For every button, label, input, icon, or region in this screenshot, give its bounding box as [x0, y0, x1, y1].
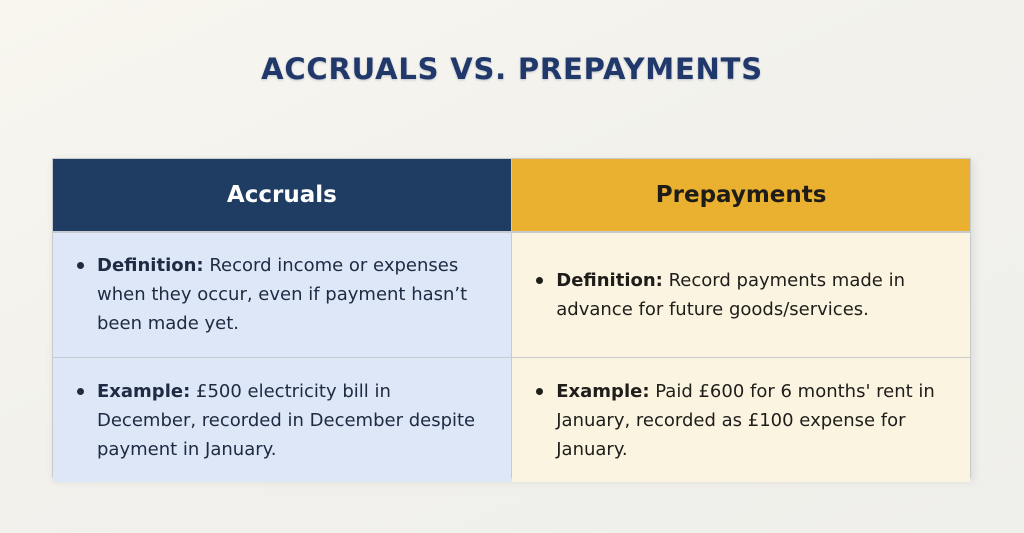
- bullet-item: Definition: Record income or expenses wh…: [75, 251, 487, 338]
- cell-accruals-example: Example: £500 electricity bill in Decemb…: [53, 358, 511, 482]
- example-label: Example:: [556, 380, 650, 402]
- comparison-table: Accruals Prepayments Definition: Record …: [52, 158, 971, 482]
- column-header-prepayments-label: Prepayments: [655, 182, 827, 208]
- bullet-icon: [536, 276, 544, 284]
- definition-text: Record payments made in advance for futu…: [556, 269, 906, 320]
- cell-accruals-definition: Definition: Record income or expenses wh…: [53, 232, 511, 357]
- bullet-icon: [536, 387, 544, 395]
- definition-label: Definition:: [97, 255, 204, 276]
- example-text: Paid £600 for 6 months' rent in January,…: [556, 380, 935, 460]
- bullet-icon: [77, 387, 84, 395]
- column-header-prepayments: Prepayments: [512, 159, 970, 231]
- bullet-icon: [77, 262, 84, 269]
- bullet-item: Definition: Record payments made in adva…: [534, 266, 946, 324]
- page-title: ACCRUALS VS. PREPAYMENTS: [261, 52, 763, 86]
- cell-prepayments-example: Example: Paid £600 for 6 months' rent in…: [512, 358, 970, 482]
- bullet-item: Example: £500 electricity bill in Decemb…: [75, 377, 487, 464]
- cell-prepayments-definition: Definition: Record payments made in adva…: [512, 232, 970, 357]
- definition-label: Definition:: [556, 269, 663, 291]
- column-header-accruals: Accruals: [53, 159, 511, 231]
- definition-text: Record income or expenses when they occu…: [97, 255, 468, 334]
- column-header-accruals-label: Accruals: [226, 182, 337, 208]
- bullet-item: Example: Paid £600 for 6 months' rent in…: [534, 377, 946, 464]
- example-label: Example:: [97, 380, 191, 402]
- example-text: £500 electricity bill in December, recor…: [97, 380, 476, 460]
